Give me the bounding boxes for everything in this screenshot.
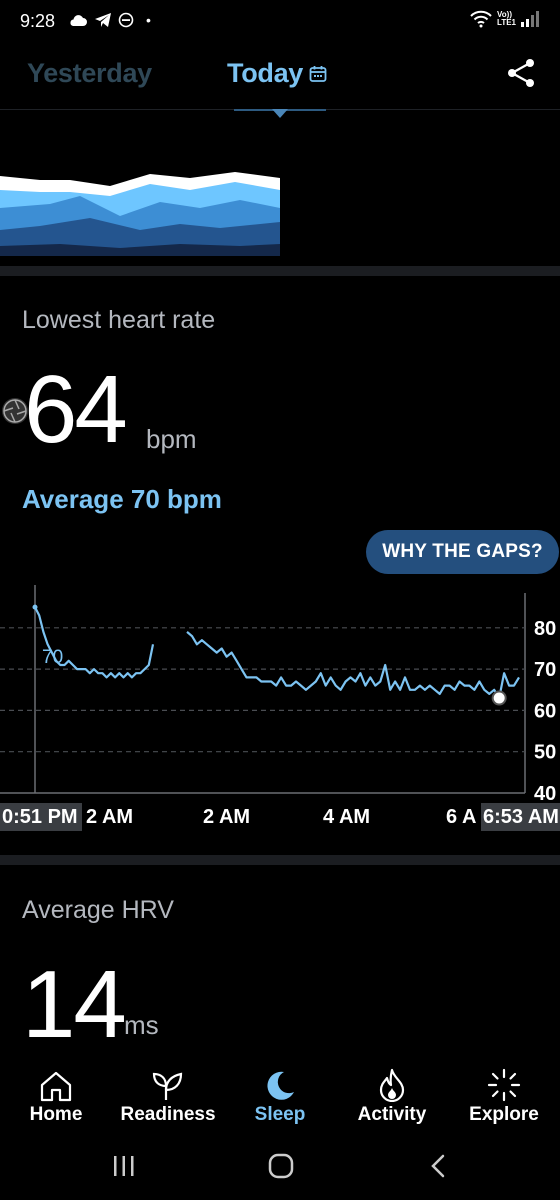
hrv-unit: ms: [124, 1010, 159, 1040]
tab-today-label: Today: [227, 58, 304, 88]
nav-activity[interactable]: Activity: [336, 1062, 448, 1140]
heart-rate-line-segment-2: [186, 631, 520, 700]
y-tick-label: 80: [534, 618, 556, 640]
nav-sleep[interactable]: Sleep: [224, 1062, 336, 1140]
nav-explore-label: Explore: [469, 1104, 539, 1125]
status-bar: 9:28 • Vo)) LTE1: [0, 0, 560, 44]
heart-rate-line-segment-1: [34, 606, 155, 679]
y-tick-label: 60: [534, 700, 556, 722]
system-nav-bar: [0, 1140, 560, 1200]
home-icon: [40, 1071, 72, 1102]
day-tabs: Yesterday Today: [0, 44, 560, 111]
shutter-icon[interactable]: [0, 396, 30, 426]
nav-explore[interactable]: Explore: [448, 1062, 560, 1140]
nav-readiness-label: Readiness: [120, 1104, 216, 1125]
home-circle-icon[interactable]: [267, 1152, 295, 1180]
volte-label: Vo)): [497, 10, 512, 19]
average-heart-rate: Average 70 bpm: [22, 484, 222, 514]
tab-yesterday[interactable]: Yesterday: [27, 58, 152, 88]
lowest-heart-rate-value: 64: [24, 356, 128, 463]
x-tick-label: 6 A: [446, 806, 476, 828]
telegram-icon: [95, 13, 111, 27]
heart-rate-start-point: [32, 604, 38, 610]
section-divider-2: [0, 855, 560, 865]
signal-icon: [521, 11, 539, 27]
nav-home-label: Home: [29, 1104, 83, 1125]
cloud-icon: [70, 15, 87, 26]
x-tick-label: 6:53 AM: [483, 806, 559, 828]
dnd-icon: [118, 12, 134, 28]
x-label-highlight: [0, 803, 82, 831]
hrv-title: Average HRV: [22, 896, 174, 924]
sparkle-icon: [487, 1068, 521, 1102]
x-tick-label: 4 AM: [323, 806, 370, 828]
flame-icon: [379, 1068, 405, 1102]
x-label-highlight: [481, 803, 560, 831]
recents-icon[interactable]: [111, 1154, 137, 1178]
section-divider: [0, 266, 560, 276]
notification-dot: •: [146, 12, 151, 28]
wifi-icon: [470, 10, 492, 28]
y-tick-label: 40: [534, 783, 556, 805]
lowest-heart-rate-unit: bpm: [146, 424, 197, 454]
tab-today[interactable]: Today: [227, 58, 327, 89]
nav-readiness[interactable]: Readiness: [112, 1062, 224, 1140]
nav-home[interactable]: Home: [0, 1062, 112, 1140]
x-tick-label: 2 AM: [86, 806, 133, 828]
lowest-heart-rate-marker: [491, 690, 507, 706]
lte-label: LTE1: [497, 18, 516, 27]
share-icon[interactable]: [506, 58, 536, 88]
heart-rate-title: Lowest heart rate: [22, 306, 216, 334]
bottom-nav: Home Readiness Sleep Activity: [0, 1062, 560, 1140]
nav-sleep-label: Sleep: [254, 1104, 306, 1125]
sprout-icon: [152, 1072, 183, 1100]
x-tick-label: 2 AM: [203, 806, 250, 828]
hrv-value: 14: [22, 951, 127, 1058]
volte-icon: Vo)) LTE1: [497, 11, 516, 27]
sleep-stages-graph[interactable]: [0, 168, 280, 256]
why-the-gaps-button[interactable]: WHY THE GAPS?: [366, 530, 559, 574]
y-tick-label: 50: [534, 742, 556, 764]
calendar-icon[interactable]: [309, 65, 327, 83]
back-icon[interactable]: [428, 1153, 448, 1179]
status-time: 9:28: [20, 11, 56, 31]
y-tick-label: 70: [534, 659, 556, 681]
tab-caret: [272, 109, 288, 118]
nav-activity-label: Activity: [357, 1104, 427, 1125]
moon-icon: [267, 1071, 294, 1100]
x-tick-label: 0:51 PM: [2, 806, 78, 828]
